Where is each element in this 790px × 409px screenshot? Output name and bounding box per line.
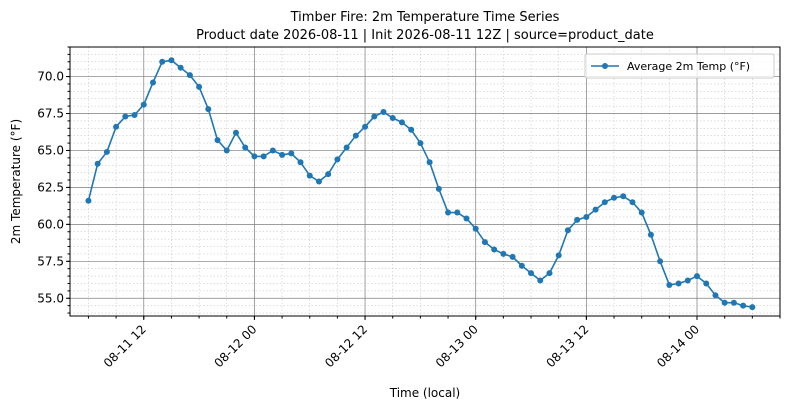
data-point: [537, 277, 544, 284]
data-point: [518, 262, 525, 269]
data-point: [389, 114, 396, 121]
y-tick-label: 62.5: [37, 180, 64, 194]
x-tick-label: 08-12 12: [322, 322, 370, 370]
data-point: [546, 270, 553, 277]
data-point: [306, 172, 313, 179]
data-point: [463, 215, 470, 222]
data-point: [103, 148, 110, 155]
data-point: [214, 137, 221, 144]
chart-subtitle: Product date 2026-08-11 | Init 2026-08-1…: [196, 28, 654, 43]
data-point: [325, 171, 332, 178]
y-axis-label: 2m Temperature (°F): [9, 119, 23, 244]
data-point: [362, 123, 369, 130]
data-point: [712, 292, 719, 299]
data-point: [583, 213, 590, 220]
grid: [70, 46, 781, 316]
data-point: [555, 252, 562, 259]
data-point: [675, 280, 682, 287]
data-point: [445, 209, 452, 216]
data-point: [94, 160, 101, 167]
legend-box: [584, 53, 775, 79]
data-point: [638, 209, 645, 216]
axes: 08-11 12 08-12 00 08-12 12 08-13 00 08-13 12…: [37, 46, 781, 370]
legend: Average 2m Temp (°F): [584, 53, 775, 79]
data-point: [730, 299, 737, 306]
x-tick-label: 08-12 00: [211, 322, 259, 370]
data-point: [592, 206, 599, 213]
legend-entry-label: Average 2m Temp (°F): [627, 60, 750, 73]
chart-title: Timber Fire: 2m Temperature Time Series: [290, 10, 560, 25]
data-point: [343, 144, 350, 151]
data-point: [269, 147, 276, 154]
data-point: [398, 119, 405, 126]
data-point: [601, 199, 608, 206]
data-point: [454, 209, 461, 216]
data-point: [159, 58, 166, 65]
data-point: [417, 140, 424, 147]
x-tick-label: 08-11 12: [101, 322, 149, 370]
y-tick-label: 70.0: [37, 70, 64, 84]
data-point: [334, 156, 341, 163]
data-point: [611, 194, 618, 201]
y-tick-label: 55.0: [37, 291, 64, 305]
data-point: [629, 199, 636, 206]
plot-area: [85, 57, 756, 311]
data-point: [196, 83, 203, 90]
y-tick-label: 67.5: [37, 107, 64, 121]
data-point: [371, 113, 378, 120]
data-point: [279, 151, 286, 158]
data-point: [528, 270, 535, 277]
data-point: [472, 225, 479, 232]
data-point: [205, 106, 212, 113]
data-point: [113, 123, 120, 130]
data-point: [740, 302, 747, 309]
y-tick-label: 60.0: [37, 217, 64, 231]
data-point: [297, 159, 304, 166]
data-point: [491, 246, 498, 253]
data-point: [168, 57, 175, 64]
data-point: [749, 304, 756, 311]
data-point: [122, 113, 129, 120]
data-point: [509, 253, 516, 260]
data-point: [315, 178, 322, 185]
x-tick-label: 08-13 12: [543, 322, 591, 370]
data-point: [647, 231, 654, 238]
data-point: [232, 129, 239, 136]
x-tick-label: 08-13 00: [433, 322, 481, 370]
x-axis-label: Time (local): [389, 386, 461, 400]
data-point: [242, 144, 249, 151]
data-point: [149, 79, 156, 86]
data-point: [380, 109, 387, 116]
data-point: [564, 227, 571, 234]
data-point: [481, 239, 488, 246]
data-point: [620, 193, 627, 200]
data-point: [684, 277, 691, 284]
x-tick-label: 08-14 00: [654, 322, 702, 370]
data-point: [260, 153, 267, 160]
data-point: [574, 216, 581, 223]
data-point: [408, 126, 415, 133]
data-point: [500, 250, 507, 257]
data-point: [186, 72, 193, 79]
data-point: [177, 64, 184, 71]
data-point: [131, 111, 138, 118]
data-point: [288, 150, 295, 157]
data-point: [703, 280, 710, 287]
data-point: [435, 185, 442, 192]
legend-marker-swatch: [602, 63, 608, 69]
data-point: [666, 281, 673, 288]
data-point: [85, 197, 92, 204]
data-point: [352, 132, 359, 139]
y-tick-label: 57.5: [37, 254, 64, 268]
data-point: [721, 299, 728, 306]
plot-frame: [69, 46, 781, 317]
data-point: [223, 147, 230, 154]
data-point: [140, 101, 147, 108]
data-point: [694, 273, 701, 280]
data-point: [426, 159, 433, 166]
y-tick-label: 65.0: [37, 143, 64, 157]
data-point: [657, 258, 664, 265]
data-point: [251, 153, 258, 160]
